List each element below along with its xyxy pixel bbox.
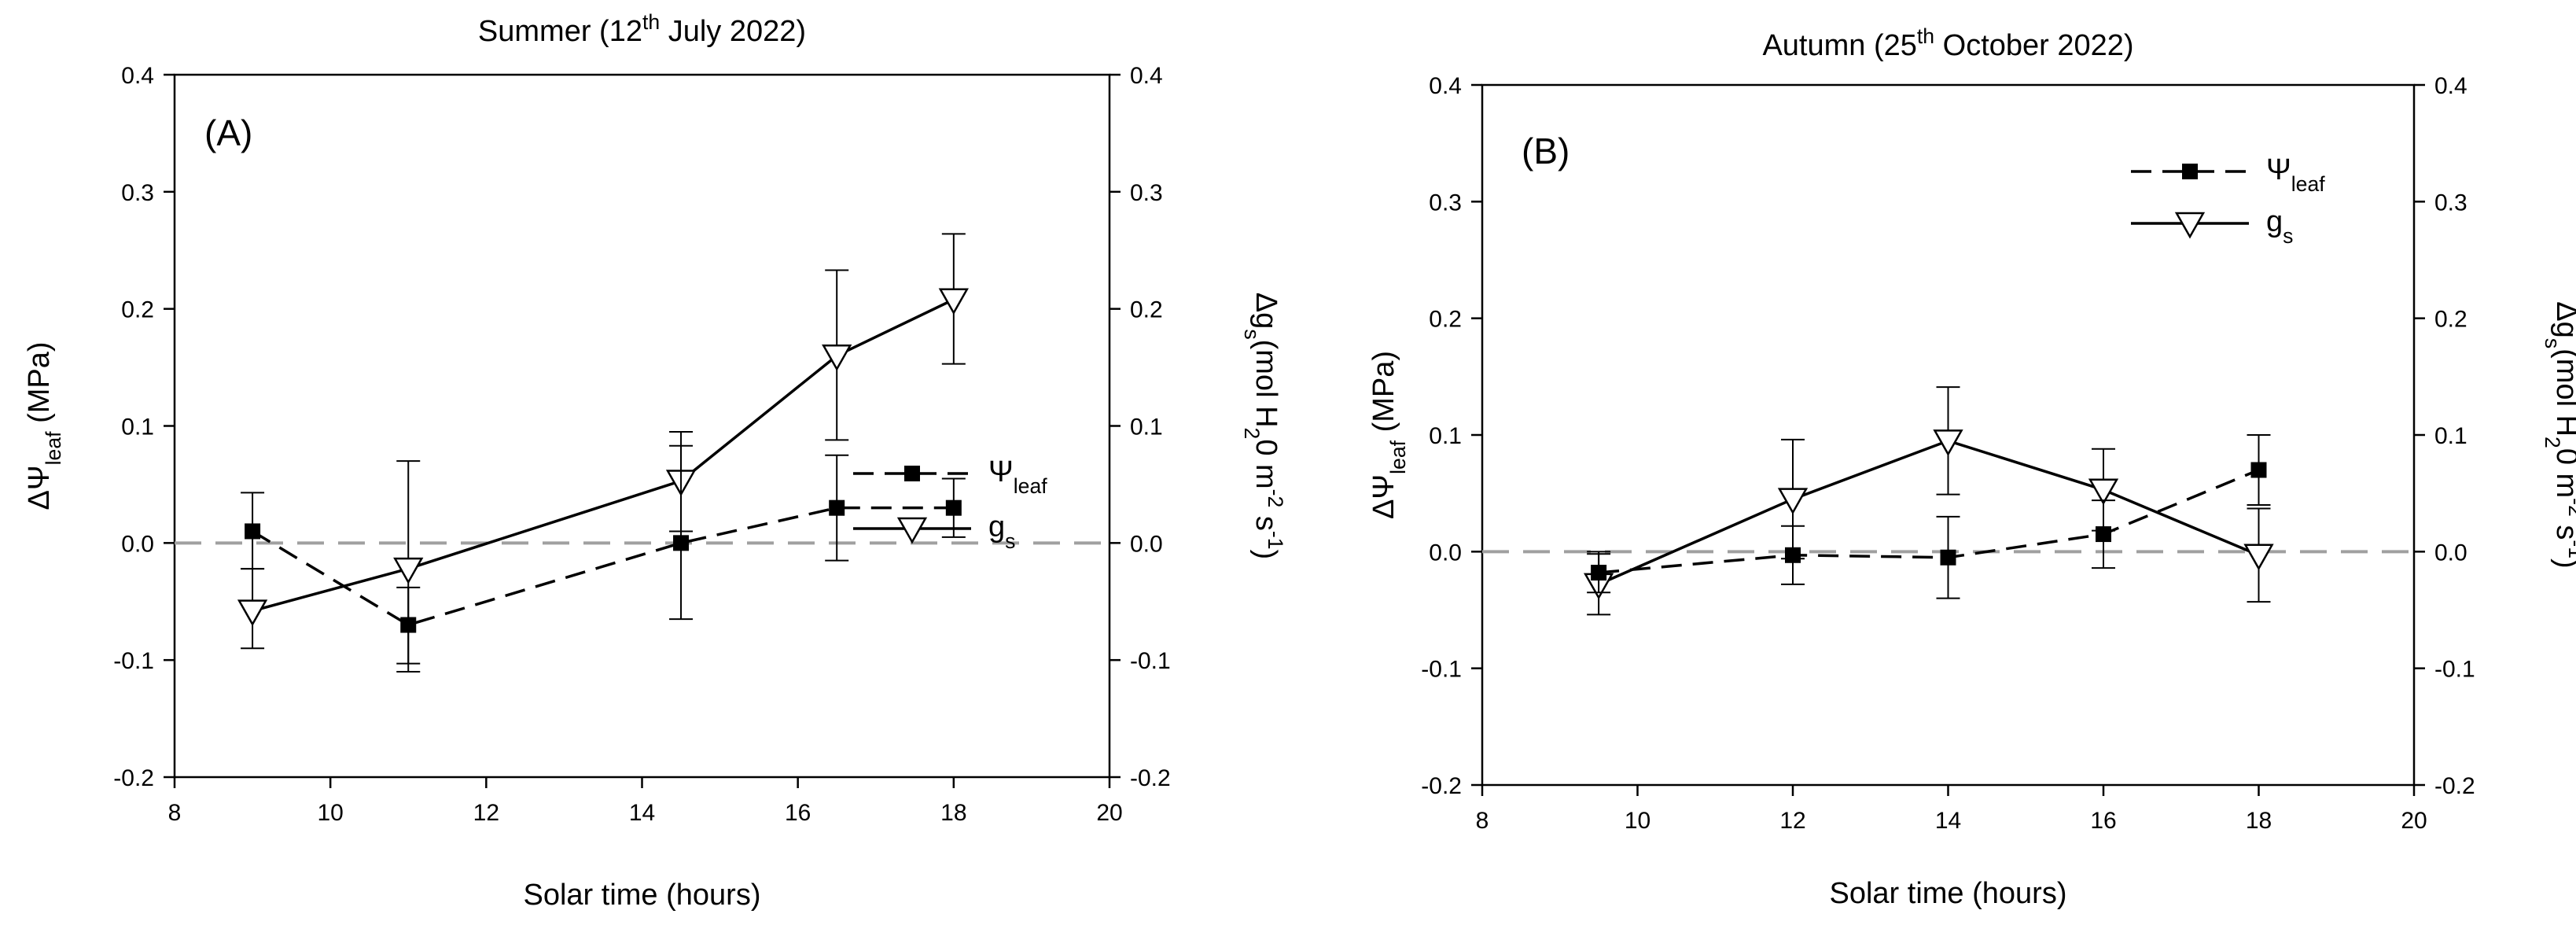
series-line: [1598, 468, 2260, 574]
panel-label: (B): [1522, 131, 1570, 171]
y-tick-label-left: -0.2: [113, 765, 154, 791]
y-tick-label-right: 0.1: [2434, 423, 2467, 449]
x-tick-label: 14: [1935, 808, 1961, 834]
y-axis-title-left: ΔΨleaf (MPa): [23, 341, 65, 510]
x-tick-label: 8: [168, 800, 182, 826]
legend-marker-square: [904, 466, 920, 481]
y-tick-label-right: 0.0: [2434, 540, 2467, 566]
x-tick-label: 10: [317, 800, 343, 826]
x-tick-label: 20: [1096, 800, 1122, 826]
x-tick-label: 16: [2090, 808, 2116, 834]
legend-marker-triangle: [896, 517, 928, 544]
x-tick-label: 10: [1625, 808, 1650, 834]
y-tick-label-right: 0.2: [1130, 297, 1163, 323]
data-point-psi-leaf: [1591, 565, 1607, 581]
x-axis-title: Solar time (hours): [1830, 877, 2067, 910]
data-point-gs: [393, 557, 424, 584]
legend: Ψleaf gs: [2131, 153, 2325, 248]
data-point-gs: [822, 344, 852, 371]
x-tick-label: 18: [940, 800, 966, 826]
data-point-psi-leaf: [945, 499, 962, 516]
legend-label: gs: [2266, 205, 2293, 248]
y-tick-label-left: 0.1: [121, 415, 154, 440]
y-tick-label-right: -0.1: [2434, 657, 2475, 683]
data-point-psi-leaf: [673, 535, 690, 551]
data-point-psi-leaf: [245, 523, 261, 540]
data-point-psi-leaf: [400, 617, 417, 633]
y-tick-label-right: 0.1: [1130, 415, 1163, 440]
y-tick-label-right: -0.2: [2434, 773, 2475, 799]
y-tick-label-left: -0.1: [1421, 657, 1462, 683]
y-axis-title-left: ΔΨleaf (MPa): [1367, 351, 1410, 519]
series-gs: [1583, 386, 2274, 616]
y-axis-title-right: Δgs(mol H20 m-2 s-1): [2541, 301, 2576, 568]
data-point-psi-leaf: [2250, 462, 2267, 478]
y-tick-label-right: 0.0: [1130, 531, 1163, 557]
x-tick-label: 20: [2401, 808, 2427, 834]
x-tick-label: 18: [2246, 808, 2272, 834]
y-tick-label-left: 0.0: [1429, 540, 1462, 566]
y-tick-label-right: 0.4: [1130, 63, 1163, 89]
y-tick-label-left: 0.2: [121, 297, 154, 323]
series-line: [252, 506, 954, 627]
y-tick-label-left: 0.1: [1429, 423, 1462, 449]
data-point-gs: [1933, 429, 1963, 456]
data-point-psi-leaf: [2096, 526, 2111, 543]
series-psi-leaf: [241, 444, 966, 665]
chart-panel-a: 8 10 12 14 16 18 20 -0.2 -0.2 -0.1 -0.1 0.0 0.0 0.1 0.…: [23, 10, 1287, 912]
y-tick-label-left: 0.0: [121, 531, 154, 557]
legend: Ψleaf gs: [853, 455, 1047, 553]
panel-title: Autumn (25th October 2022): [1762, 24, 2133, 62]
y-tick-label-right: 0.3: [1130, 180, 1163, 206]
y-tick-label-right: 0.4: [2434, 73, 2467, 99]
x-tick-label: 14: [629, 800, 655, 826]
y-tick-label-left: 0.3: [1429, 190, 1462, 216]
panel-label: (A): [204, 112, 252, 153]
legend-label: Ψleaf: [2266, 153, 2325, 196]
x-tick-label: 8: [1476, 808, 1489, 834]
data-point-gs: [938, 288, 969, 315]
x-tick-label: 12: [473, 800, 499, 826]
y-tick-label-right: -0.1: [1130, 648, 1171, 674]
y-tick-label-right: -0.2: [1130, 765, 1171, 791]
data-point-psi-leaf: [1785, 547, 1801, 563]
data-point-gs: [2243, 544, 2274, 571]
y-tick-label-right: 0.3: [2434, 190, 2467, 216]
data-point-psi-leaf: [829, 499, 845, 516]
chart-panel-b: 8 10 12 14 16 18 20 -0.2 -0.2 -0.1 -0.1 0.0 0.0 0.1 0.…: [1367, 24, 2576, 910]
plot-frame: [173, 73, 1111, 779]
y-tick-label-left: 0.3: [121, 180, 154, 206]
x-axis-title: Solar time (hours): [524, 879, 761, 912]
legend-label: gs: [988, 510, 1015, 553]
legend-marker-square: [2182, 164, 2198, 179]
x-tick-label: 12: [1779, 808, 1805, 834]
y-tick-label-left: -0.1: [113, 648, 154, 674]
series-gs: [237, 233, 969, 673]
x-tick-label: 16: [785, 800, 811, 826]
data-point-psi-leaf: [1940, 549, 1956, 566]
legend-marker-triangle: [2174, 212, 2206, 239]
panel-title: Summer (12th July 2022): [478, 10, 806, 48]
series-psi-leaf: [1587, 434, 2271, 599]
data-point-gs: [1777, 488, 1809, 515]
y-tick-label-right: 0.2: [2434, 307, 2467, 333]
legend-label: Ψleaf: [988, 455, 1047, 498]
y-tick-label-left: 0.2: [1429, 307, 1462, 333]
y-axis-title-right: Δgs(mol H20 m-2 s-1): [1240, 293, 1287, 559]
data-point-gs: [2088, 478, 2119, 506]
y-tick-label-left: -0.2: [1421, 773, 1462, 799]
data-point-gs: [237, 599, 268, 627]
y-tick-label-left: 0.4: [1429, 73, 1462, 99]
y-tick-label-left: 0.4: [121, 63, 154, 89]
